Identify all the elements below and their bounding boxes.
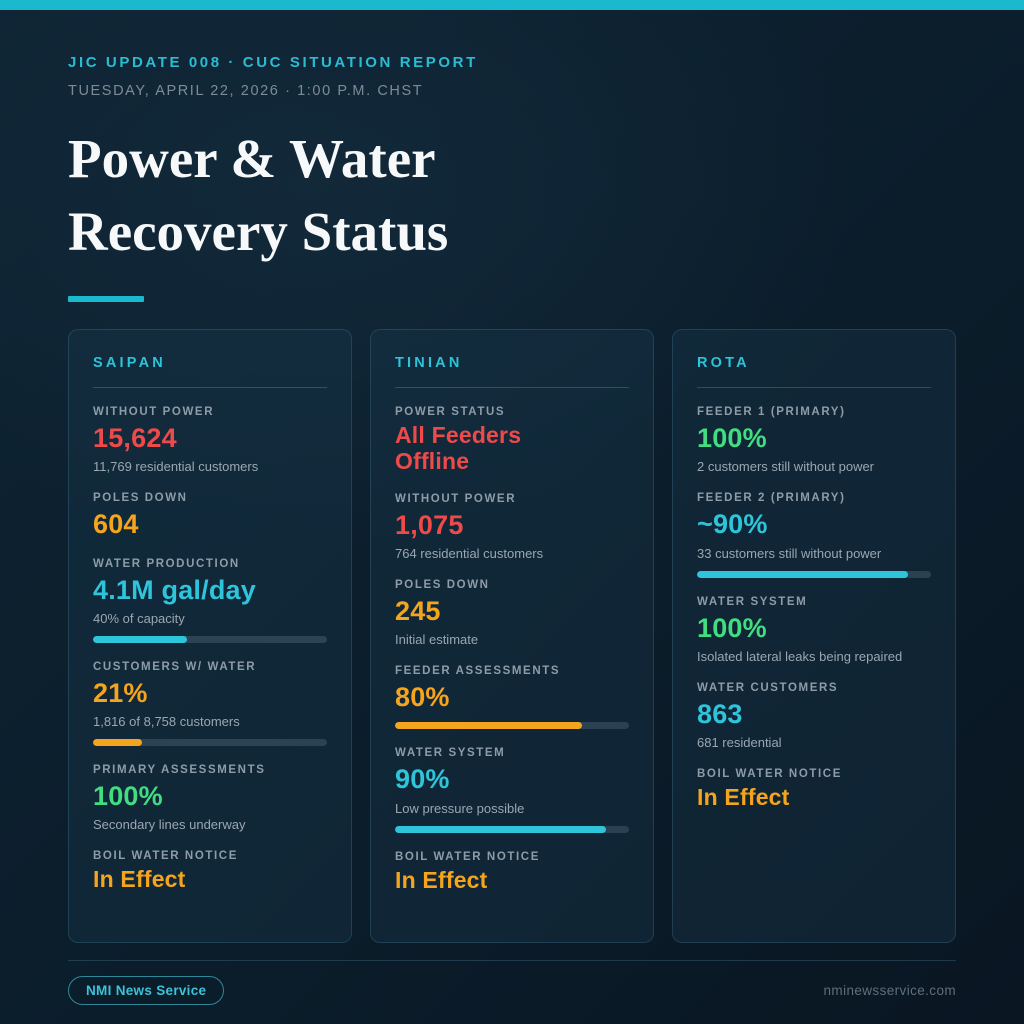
- stat-label: BOIL WATER NOTICE: [697, 768, 842, 781]
- stat-value: 80%: [395, 682, 450, 713]
- card-rota: ROTA FEEDER 1 (PRIMARY) 100% 2 customers…: [672, 329, 956, 944]
- stat-water-system: WATER SYSTEM 100% Isolated lateral leaks…: [697, 596, 931, 664]
- progress-bar: [395, 722, 629, 730]
- stat-value: 21%: [93, 677, 148, 708]
- card-tinian: TINIAN POWER STATUS All Feeders Offline …: [370, 329, 654, 944]
- progress-fill: [395, 722, 583, 730]
- stat-value: 90%: [395, 764, 450, 795]
- stat-label: WATER SYSTEM: [395, 747, 506, 760]
- footer-url: nminewsservice.com: [823, 983, 956, 999]
- stat-label: BOIL WATER NOTICE: [395, 850, 540, 863]
- title-underline: [68, 296, 144, 303]
- stat-sub: 2 customers still without power: [697, 459, 875, 475]
- report-body: JIC UPDATE 008 · CUC SITUATION REPORT TU…: [0, 54, 1024, 1006]
- stat-power-status: POWER STATUS All Feeders Offline: [395, 406, 629, 475]
- stat-sub: 33 customers still without power: [697, 545, 882, 561]
- stat-label: POLES DOWN: [395, 578, 490, 591]
- stat-value: 1,075: [395, 509, 464, 540]
- stat-boil-water-notice: BOIL WATER NOTICE In Effect: [697, 768, 931, 811]
- stat-value: ~90%: [697, 509, 768, 540]
- stat-label: FEEDER 1 (PRIMARY): [697, 406, 846, 419]
- stat-value: 4.1M gal/day: [93, 574, 256, 605]
- progress-bar: [93, 635, 327, 643]
- stat-value: In Effect: [697, 784, 790, 811]
- progress-bar: [93, 739, 327, 747]
- stat-value: 863: [697, 698, 743, 729]
- stat-label: FEEDER 2 (PRIMARY): [697, 492, 846, 505]
- stat-label: CUSTOMERS W/ WATER: [93, 660, 257, 673]
- card-title: ROTA: [697, 355, 750, 372]
- stat-boil-water-notice: BOIL WATER NOTICE In Effect: [395, 851, 629, 894]
- card-divider: [697, 387, 931, 389]
- dateline: TUESDAY, APRIL 22, 2026 · 1:00 P.M. CHST: [68, 83, 424, 99]
- stat-sub: 40% of capacity: [93, 610, 185, 626]
- stat-without-power: WITHOUT POWER 15,624 11,769 residential …: [93, 406, 327, 474]
- stat-label: POWER STATUS: [395, 406, 506, 419]
- stat-value: In Effect: [395, 866, 488, 893]
- stat-value: All Feeders Offline: [395, 422, 522, 474]
- card-title: TINIAN: [395, 355, 463, 372]
- card-saipan: SAIPAN WITHOUT POWER 15,624 11,769 resid…: [68, 329, 352, 944]
- card-title: SAIPAN: [93, 355, 166, 372]
- stat-poles-down: POLES DOWN 245 Initial estimate: [395, 579, 629, 647]
- top-accent-bar: [0, 0, 1024, 10]
- stat-value: 100%: [93, 781, 163, 812]
- stat-feeder-1: FEEDER 1 (PRIMARY) 100% 2 customers stil…: [697, 406, 931, 474]
- stat-label: WATER PRODUCTION: [93, 557, 240, 570]
- stat-sub: Initial estimate: [395, 632, 479, 648]
- stat-label: FEEDER ASSESSMENTS: [395, 665, 561, 678]
- news-service-badge: NMI News Service: [68, 976, 225, 1006]
- progress-fill: [395, 825, 606, 833]
- stat-sub: 11,769 residential customers: [93, 459, 259, 475]
- stat-poles-down: POLES DOWN 604: [93, 492, 327, 539]
- card-divider: [93, 387, 327, 389]
- stat-water-system: WATER SYSTEM 90% Low pressure possible: [395, 747, 629, 833]
- stat-value: 604: [93, 509, 139, 540]
- stat-sub: 764 residential customers: [395, 545, 544, 561]
- stat-sub: Secondary lines underway: [93, 817, 246, 833]
- footer: NMI News Service nminewsservice.com: [68, 976, 956, 1006]
- card-divider: [395, 387, 629, 389]
- page-title: Power & Water Recovery Status: [68, 128, 449, 262]
- island-cards: SAIPAN WITHOUT POWER 15,624 11,769 resid…: [68, 329, 956, 944]
- progress-fill: [93, 739, 143, 747]
- stat-value: In Effect: [93, 866, 186, 893]
- stat-value: 245: [395, 595, 441, 626]
- progress-bar: [697, 570, 931, 578]
- stat-water-customers: WATER CUSTOMERS 863 681 residential: [697, 682, 931, 750]
- stat-water-production: WATER PRODUCTION 4.1M gal/day 40% of cap…: [93, 558, 327, 643]
- stat-value: 100%: [697, 423, 767, 454]
- stat-value: 15,624: [93, 423, 177, 454]
- progress-bar: [395, 825, 629, 833]
- stat-label: WATER SYSTEM: [697, 595, 808, 608]
- stat-primary-assessments: PRIMARY ASSESSMENTS 100% Secondary lines…: [93, 764, 327, 832]
- progress-fill: [697, 570, 908, 578]
- stat-sub: 1,816 of 8,758 customers: [93, 714, 240, 730]
- stat-customers-with-water: CUSTOMERS W/ WATER 21% 1,816 of 8,758 cu…: [93, 660, 327, 747]
- stat-label: POLES DOWN: [93, 492, 188, 505]
- stat-feeder-assessments: FEEDER ASSESSMENTS 80%: [395, 665, 629, 730]
- footer-divider: [68, 960, 956, 962]
- stat-without-power: WITHOUT POWER 1,075 764 residential cust…: [395, 493, 629, 561]
- stat-label: WATER CUSTOMERS: [697, 681, 839, 694]
- stat-value: 100%: [697, 612, 767, 643]
- stat-sub: Low pressure possible: [395, 800, 525, 816]
- progress-fill: [93, 635, 187, 643]
- stat-label: WITHOUT POWER: [93, 406, 215, 419]
- stat-label: BOIL WATER NOTICE: [93, 850, 238, 863]
- stat-feeder-2: FEEDER 2 (PRIMARY) ~90% 33 customers sti…: [697, 492, 931, 578]
- stat-label: WITHOUT POWER: [395, 492, 517, 505]
- stat-label: PRIMARY ASSESSMENTS: [93, 764, 266, 777]
- kicker: JIC UPDATE 008 · CUC SITUATION REPORT: [68, 54, 478, 71]
- stat-sub: Isolated lateral leaks being repaired: [697, 648, 903, 664]
- stat-sub: 681 residential: [697, 735, 782, 751]
- stat-boil-water-notice: BOIL WATER NOTICE In Effect: [93, 850, 327, 893]
